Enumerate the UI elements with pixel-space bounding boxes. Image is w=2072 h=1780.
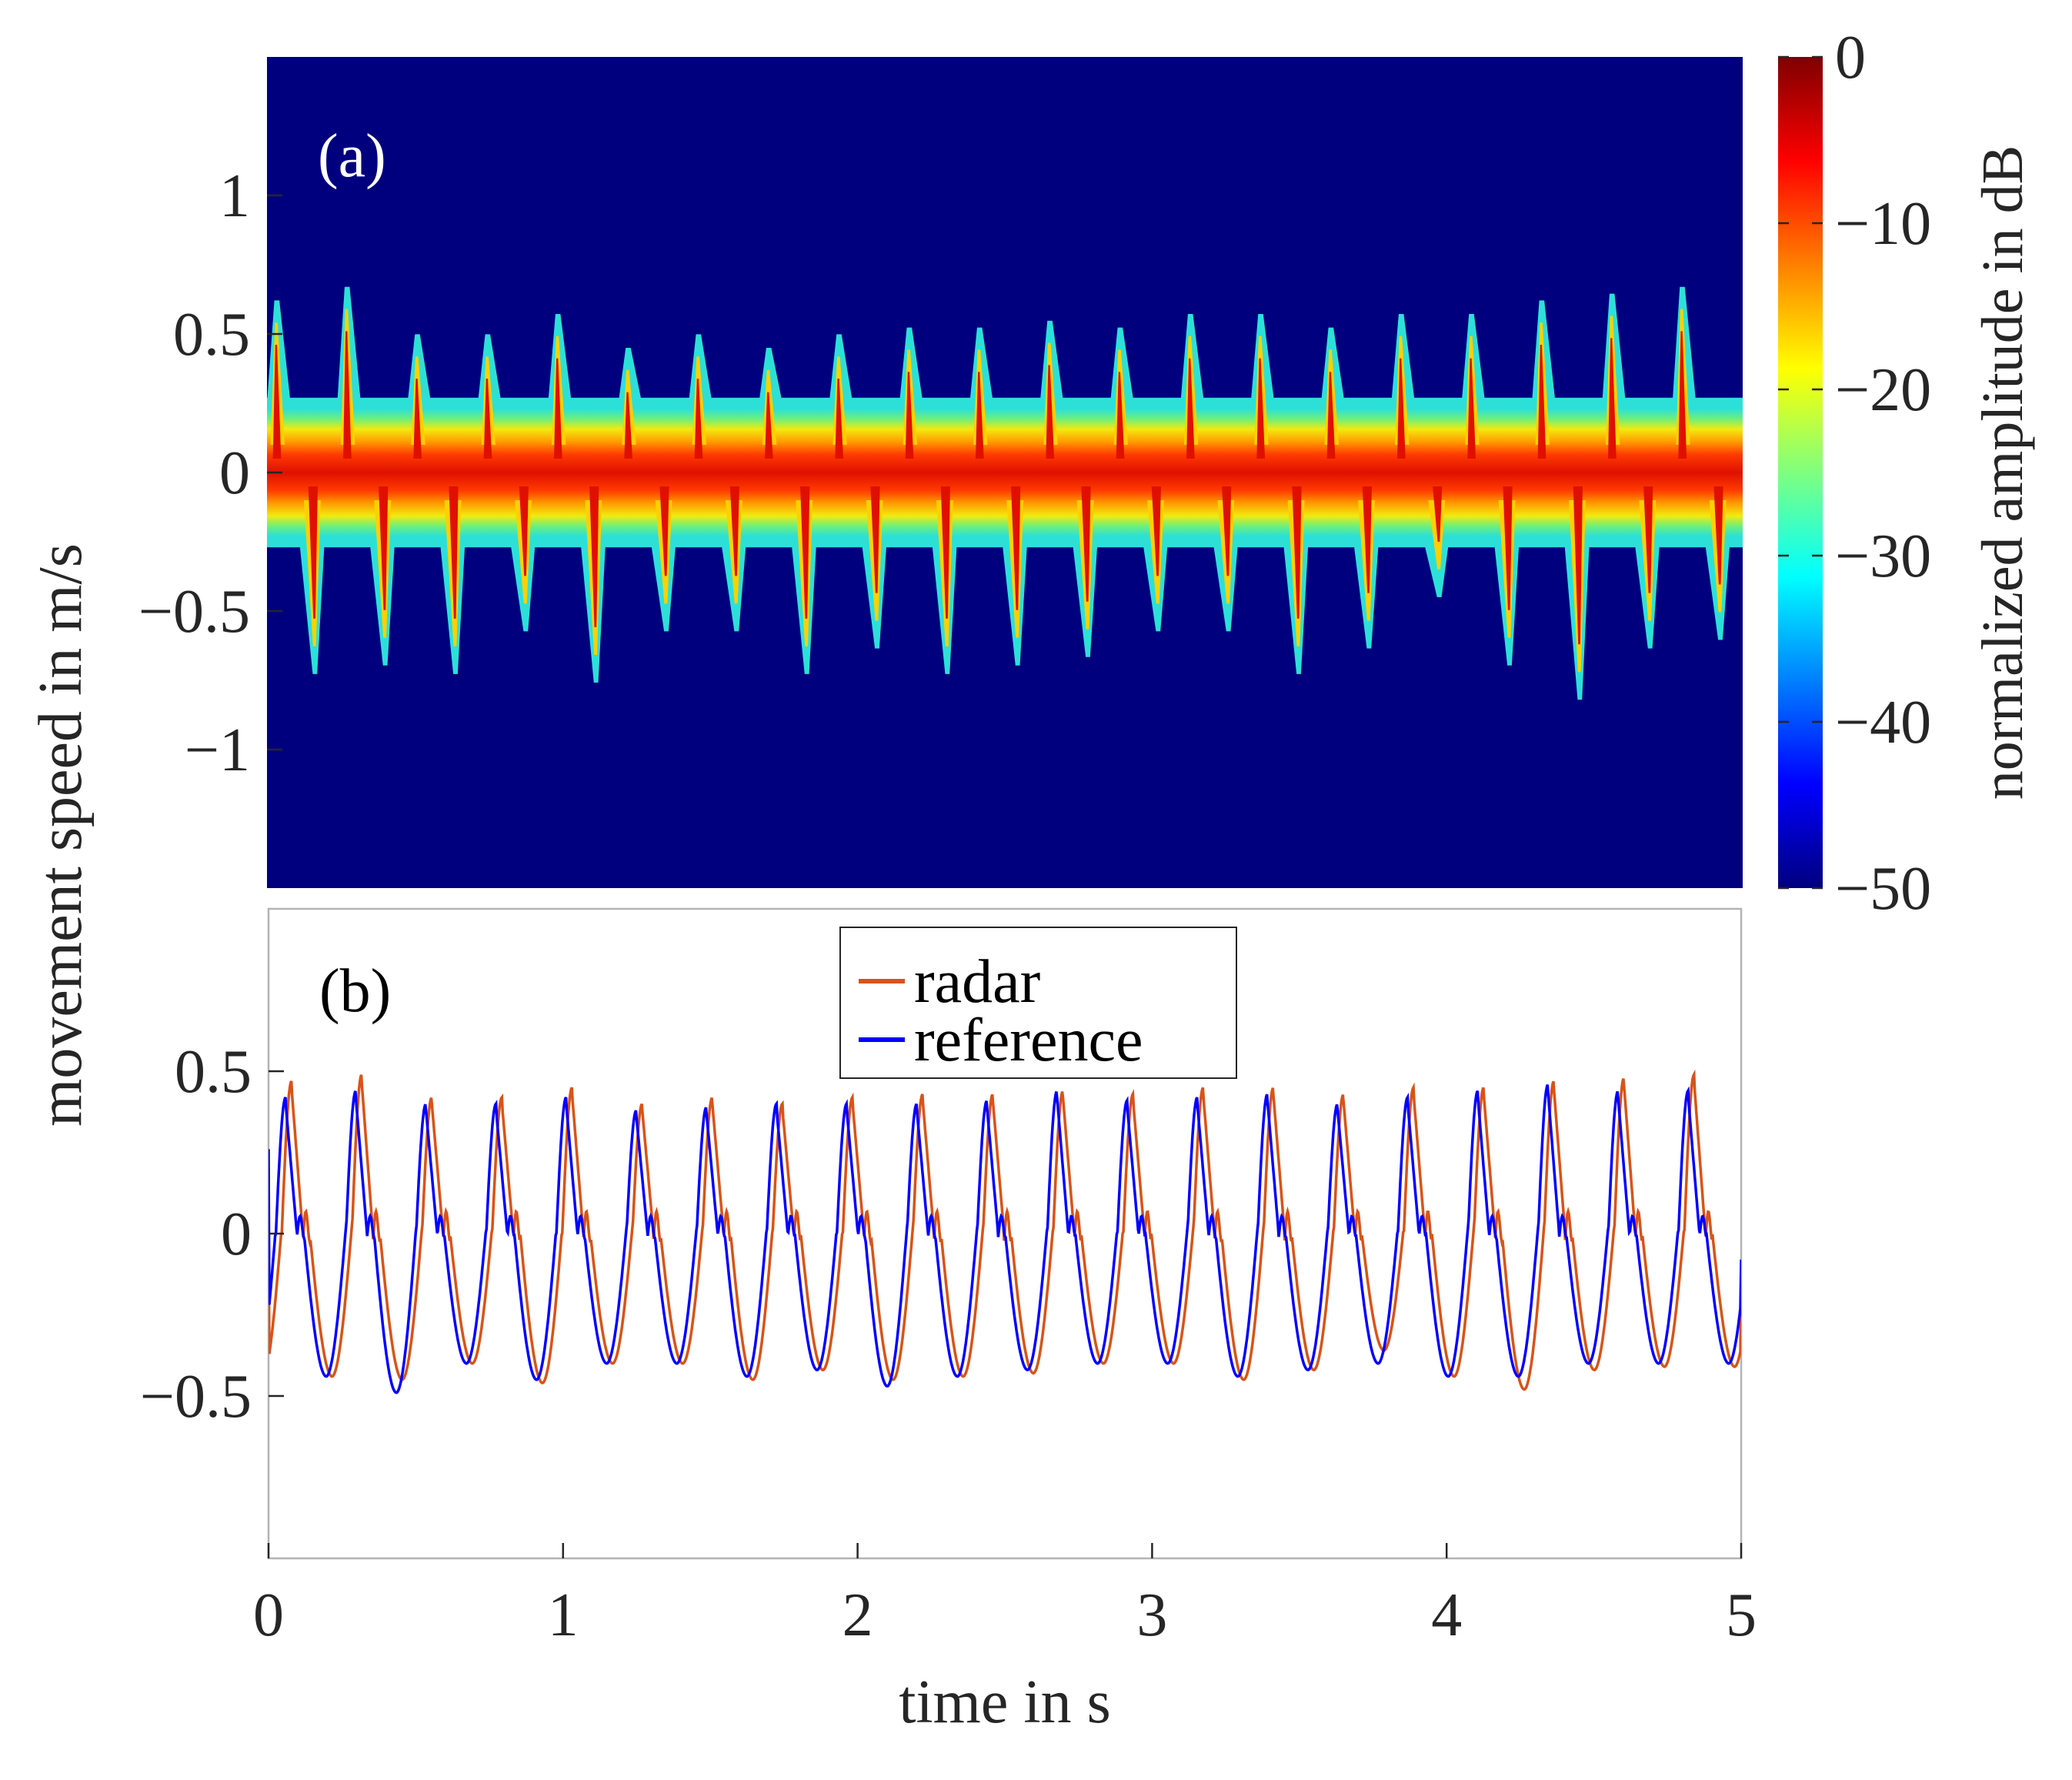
- panel-b-x-tick-label: 5: [1726, 1581, 1757, 1649]
- spectrogram-positive-spike: [407, 334, 432, 403]
- panel-b-x-tick-label: 4: [1431, 1581, 1462, 1649]
- panel-a-y-tick-label: −1: [185, 716, 250, 784]
- colorbar-tick-label: −20: [1835, 356, 1931, 424]
- spectrogram-negative-spike-hot: [800, 486, 810, 619]
- spectrogram-positive-spike: [1110, 327, 1134, 403]
- spectrogram-negative-spike-hot: [729, 486, 739, 576]
- spectrogram-positive-spike-hot: [976, 372, 984, 459]
- panel-a-y-tick-label: 0: [219, 439, 250, 507]
- spectrogram-positive-spike: [618, 348, 642, 403]
- spectrogram-positive-spike: [759, 348, 783, 403]
- colorbar-ticks: 0 −10 −20 −30 −40 −50: [1778, 24, 1931, 923]
- spectrogram-positive-spike-hot: [554, 358, 562, 459]
- panel-b-y-tick-label: −0.5: [140, 1363, 252, 1431]
- spectrogram-positive-spike-hot: [1326, 372, 1336, 459]
- spectrogram-negative-spike-hot: [1713, 486, 1723, 585]
- spectrogram-negative-spike-hot: [1292, 486, 1302, 619]
- spectrogram-negative-spike-hot: [1222, 486, 1232, 576]
- x-axis-label: time in s: [899, 1668, 1111, 1736]
- spectrogram-positive-spike: [689, 334, 712, 403]
- legend-label-reference: reference: [914, 1007, 1143, 1074]
- spectrogram-marks: [267, 286, 1743, 700]
- spectrogram-negative-spike-hot: [870, 486, 880, 593]
- colorbar-tick-label: 0: [1835, 24, 1866, 92]
- panel-b-x-tick-label: 2: [842, 1581, 873, 1649]
- spectrogram-positive-spike-hot: [1116, 372, 1125, 459]
- panel-b-x-tick-label: 3: [1136, 1581, 1167, 1649]
- panel-a-y-tick-label: 1: [219, 162, 250, 230]
- spectrogram-negative-spike-hot: [659, 486, 669, 576]
- panel-b-y-tick-label: 0: [221, 1201, 252, 1268]
- y-axis-label: movement speed in m/s: [27, 543, 95, 1127]
- spectrogram-positive-spike-hot: [272, 345, 282, 459]
- spectrogram-positive-spike-hot: [1608, 338, 1617, 459]
- spectrogram-negative-spike-hot: [1151, 486, 1161, 576]
- spectrogram-positive-spike-hot: [694, 379, 703, 459]
- panel-b-x-tick-label: 1: [548, 1581, 579, 1649]
- spectrogram-negative-spike-hot: [1503, 486, 1513, 610]
- spectrogram-negative-spike-hot: [1643, 486, 1653, 593]
- spectrogram-positive-spike: [899, 327, 923, 403]
- panel-a-y-ticks: −1 −0.5 0 0.5 1: [138, 162, 282, 784]
- spectrogram-negative-spike-hot: [1433, 486, 1443, 542]
- spectrogram-negative-spike-hot: [589, 486, 599, 627]
- spectrogram-positive-spike-hot: [1256, 358, 1266, 459]
- spectrogram-positive-spike-hot: [1186, 358, 1195, 459]
- spectrogram-positive-spike-hot: [483, 379, 492, 459]
- colorbar: 0 −10 −20 −30 −40 −50 normalized amplitude in…: [1778, 24, 2035, 923]
- spectrogram-positive-spike-hot: [765, 392, 773, 459]
- spectrogram-positive-spike-hot: [1467, 358, 1476, 459]
- spectrogram-positive-spike: [1321, 327, 1345, 403]
- spectrogram-negative-spike-hot: [1011, 486, 1021, 610]
- legend-label-radar: radar: [914, 948, 1040, 1016]
- spectrogram-positive-spike: [829, 334, 853, 403]
- panel-a-y-tick-label: −0.5: [138, 578, 250, 646]
- spectrogram-positive-spike: [478, 334, 502, 403]
- legend-box: [839, 927, 1237, 1079]
- spectrogram-positive-spike: [969, 327, 994, 403]
- spectrogram-negative-spike-hot: [1081, 486, 1091, 602]
- colorbar-tick-label: −30: [1835, 523, 1931, 590]
- spectrogram-negative-spike-hot: [449, 486, 459, 619]
- spectrogram-main-band: [267, 409, 1743, 536]
- colorbar-tick-label: −50: [1835, 855, 1931, 923]
- colorbar-tick-label: −40: [1835, 689, 1931, 756]
- panel-b: 0 1 2 3 4 5 −0.5 0 0.5 (b) radar reference: [140, 907, 1757, 1649]
- spectrogram-positive-spike-hot: [624, 392, 633, 459]
- panel-b-lines: [269, 1069, 1741, 1394]
- spectrogram-positive-spike-hot: [905, 372, 914, 459]
- spectrogram-negative-spike-hot: [308, 486, 318, 619]
- panel-a-y-tick-label: 0.5: [173, 301, 250, 369]
- series-line-reference: [269, 1084, 1741, 1394]
- panel-a-label: (a): [318, 122, 386, 190]
- spectrogram-negative-spike: [1423, 542, 1450, 597]
- spectrogram-negative-spike-hot: [1573, 486, 1583, 645]
- spectrogram-positive-spike-hot: [413, 379, 422, 459]
- colorbar-tick-label: −10: [1835, 190, 1931, 258]
- spectrogram-positive-spike-hot: [1537, 345, 1546, 459]
- spectrogram-negative-spike-core: [1428, 500, 1446, 569]
- colorbar-label: normalized amplitude in dB: [1970, 145, 2035, 800]
- spectrogram-positive-spike-hot: [343, 331, 352, 459]
- panel-b-x-tick-label: 0: [253, 1581, 284, 1649]
- spectrogram-negative-spike-hot: [940, 486, 950, 619]
- spectrogram-positive-spike-hot: [1046, 365, 1055, 459]
- spectrogram-positive-spike-hot: [1678, 331, 1687, 459]
- panel-a: −1 −0.5 0 0.5 1 (a): [138, 57, 1743, 888]
- spectrogram-negative-spike-hot: [1362, 486, 1372, 593]
- panel-b-label: (b): [319, 957, 391, 1025]
- spectrogram-positive-spike-hot: [835, 379, 844, 459]
- colorbar-gradient: [1778, 57, 1823, 888]
- panel-b-y-ticks: −0.5 0 0.5: [140, 1038, 284, 1431]
- spectrogram-negative-spike-hot: [519, 486, 529, 576]
- panel-b-y-tick-label: 0.5: [175, 1038, 252, 1106]
- spectrogram-negative-spike-hot: [379, 486, 389, 610]
- panel-b-x-ticks: 0 1 2 3 4 5: [253, 1543, 1757, 1649]
- legend: radar reference: [839, 927, 1237, 1079]
- spectrogram-positive-spike-hot: [1397, 358, 1406, 459]
